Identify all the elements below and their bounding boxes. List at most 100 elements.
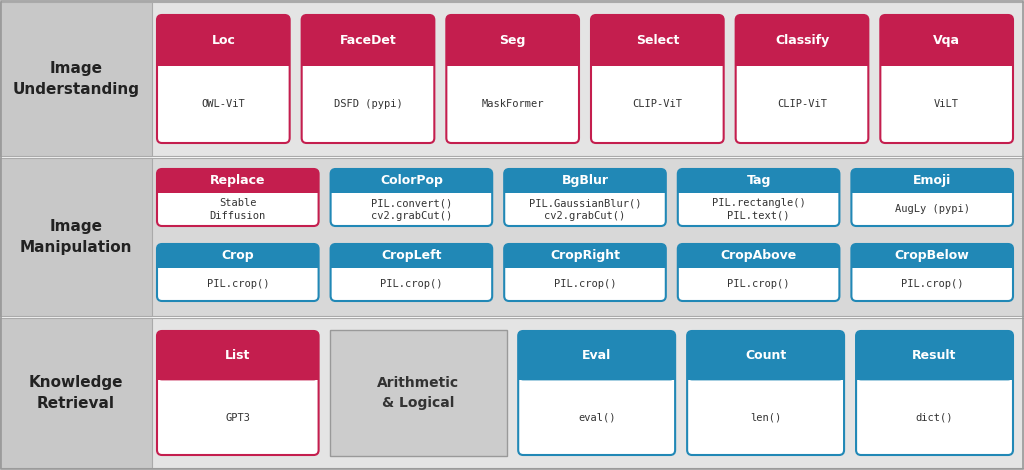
Text: List: List — [225, 349, 251, 362]
Bar — [591, 43, 724, 66]
Bar — [0, 2, 1024, 156]
Bar — [851, 182, 1013, 193]
FancyBboxPatch shape — [331, 244, 493, 268]
FancyBboxPatch shape — [518, 331, 675, 455]
FancyBboxPatch shape — [851, 244, 1013, 268]
Text: DSFD (pypi): DSFD (pypi) — [334, 100, 402, 110]
Text: PIL.crop(): PIL.crop() — [901, 280, 964, 290]
FancyBboxPatch shape — [331, 169, 493, 226]
FancyBboxPatch shape — [687, 331, 844, 380]
Bar — [0, 158, 1024, 316]
Text: Count: Count — [745, 349, 786, 362]
Bar — [678, 257, 840, 268]
FancyBboxPatch shape — [504, 244, 666, 268]
Text: CropBelow: CropBelow — [895, 250, 970, 262]
FancyBboxPatch shape — [157, 15, 290, 143]
Text: Stable
Diffusion: Stable Diffusion — [210, 198, 266, 221]
FancyBboxPatch shape — [157, 244, 318, 268]
Text: PIL.convert()
cv2.grabCut(): PIL.convert() cv2.grabCut() — [371, 198, 452, 221]
FancyBboxPatch shape — [157, 331, 318, 380]
FancyBboxPatch shape — [591, 15, 724, 143]
FancyBboxPatch shape — [157, 169, 318, 193]
Text: ViLT: ViLT — [934, 100, 959, 110]
Bar — [157, 43, 290, 66]
Bar — [518, 358, 675, 380]
Text: PIL.crop(): PIL.crop() — [727, 280, 790, 290]
FancyBboxPatch shape — [302, 15, 434, 143]
Bar — [302, 43, 434, 66]
FancyBboxPatch shape — [678, 244, 840, 301]
FancyBboxPatch shape — [687, 331, 844, 455]
Bar — [0, 158, 152, 316]
FancyBboxPatch shape — [591, 15, 724, 66]
Text: AugLy (pypi): AugLy (pypi) — [895, 204, 970, 214]
FancyBboxPatch shape — [735, 15, 868, 143]
Text: CLIP-ViT: CLIP-ViT — [777, 100, 827, 110]
FancyBboxPatch shape — [678, 169, 840, 226]
FancyBboxPatch shape — [856, 331, 1013, 380]
FancyBboxPatch shape — [331, 169, 493, 193]
FancyBboxPatch shape — [518, 331, 675, 380]
FancyBboxPatch shape — [856, 331, 1013, 455]
Text: CropRight: CropRight — [550, 250, 620, 262]
Text: Select: Select — [636, 34, 679, 47]
Bar — [735, 43, 868, 66]
FancyBboxPatch shape — [678, 169, 840, 193]
Text: dict(): dict() — [915, 413, 953, 423]
Bar — [330, 330, 507, 456]
Bar — [157, 182, 318, 193]
Bar — [0, 318, 1024, 468]
Text: FaceDet: FaceDet — [340, 34, 396, 47]
Bar — [157, 358, 318, 380]
Text: PIL.rectangle()
PIL.text(): PIL.rectangle() PIL.text() — [712, 198, 806, 221]
Bar — [157, 257, 318, 268]
Text: BgBlur: BgBlur — [561, 174, 608, 188]
Text: Image
Manipulation: Image Manipulation — [19, 219, 132, 255]
FancyBboxPatch shape — [881, 15, 1013, 143]
Text: CLIP-ViT: CLIP-ViT — [633, 100, 682, 110]
Text: Arithmetic
& Logical: Arithmetic & Logical — [377, 376, 460, 410]
Bar — [504, 182, 666, 193]
Text: PIL.crop(): PIL.crop() — [554, 280, 616, 290]
Text: ColorPop: ColorPop — [380, 174, 442, 188]
Text: OWL-ViT: OWL-ViT — [202, 100, 245, 110]
Bar — [687, 358, 844, 380]
FancyBboxPatch shape — [851, 169, 1013, 193]
FancyBboxPatch shape — [851, 244, 1013, 301]
Text: GPT3: GPT3 — [225, 413, 250, 423]
Text: CropAbove: CropAbove — [721, 250, 797, 262]
FancyBboxPatch shape — [157, 15, 290, 66]
FancyBboxPatch shape — [331, 244, 493, 301]
FancyBboxPatch shape — [881, 15, 1013, 66]
Text: Tag: Tag — [746, 174, 771, 188]
Text: PIL.crop(): PIL.crop() — [207, 280, 269, 290]
Bar — [0, 2, 152, 156]
Bar — [678, 182, 840, 193]
Text: Loc: Loc — [211, 34, 236, 47]
Bar — [881, 43, 1013, 66]
Text: Knowledge
Retrieval: Knowledge Retrieval — [29, 375, 123, 411]
Text: Eval: Eval — [582, 349, 611, 362]
Bar — [331, 257, 493, 268]
Text: Vqa: Vqa — [933, 34, 961, 47]
Text: PIL.crop(): PIL.crop() — [380, 280, 442, 290]
Bar — [331, 182, 493, 193]
FancyBboxPatch shape — [735, 15, 868, 66]
Text: Result: Result — [912, 349, 956, 362]
FancyBboxPatch shape — [302, 15, 434, 66]
FancyBboxPatch shape — [504, 169, 666, 226]
FancyBboxPatch shape — [157, 169, 318, 226]
FancyBboxPatch shape — [446, 15, 579, 66]
Text: len(): len() — [750, 413, 781, 423]
Text: eval(): eval() — [578, 413, 615, 423]
Bar — [851, 257, 1013, 268]
Text: Crop: Crop — [221, 250, 254, 262]
Text: PIL.GaussianBlur()
cv2.grabCut(): PIL.GaussianBlur() cv2.grabCut() — [528, 198, 641, 221]
FancyBboxPatch shape — [504, 169, 666, 193]
Text: Image
Understanding: Image Understanding — [12, 61, 139, 97]
FancyBboxPatch shape — [678, 244, 840, 268]
Text: Classify: Classify — [775, 34, 829, 47]
Bar — [856, 358, 1013, 380]
Text: MaskFormer: MaskFormer — [481, 100, 544, 110]
Bar — [504, 257, 666, 268]
